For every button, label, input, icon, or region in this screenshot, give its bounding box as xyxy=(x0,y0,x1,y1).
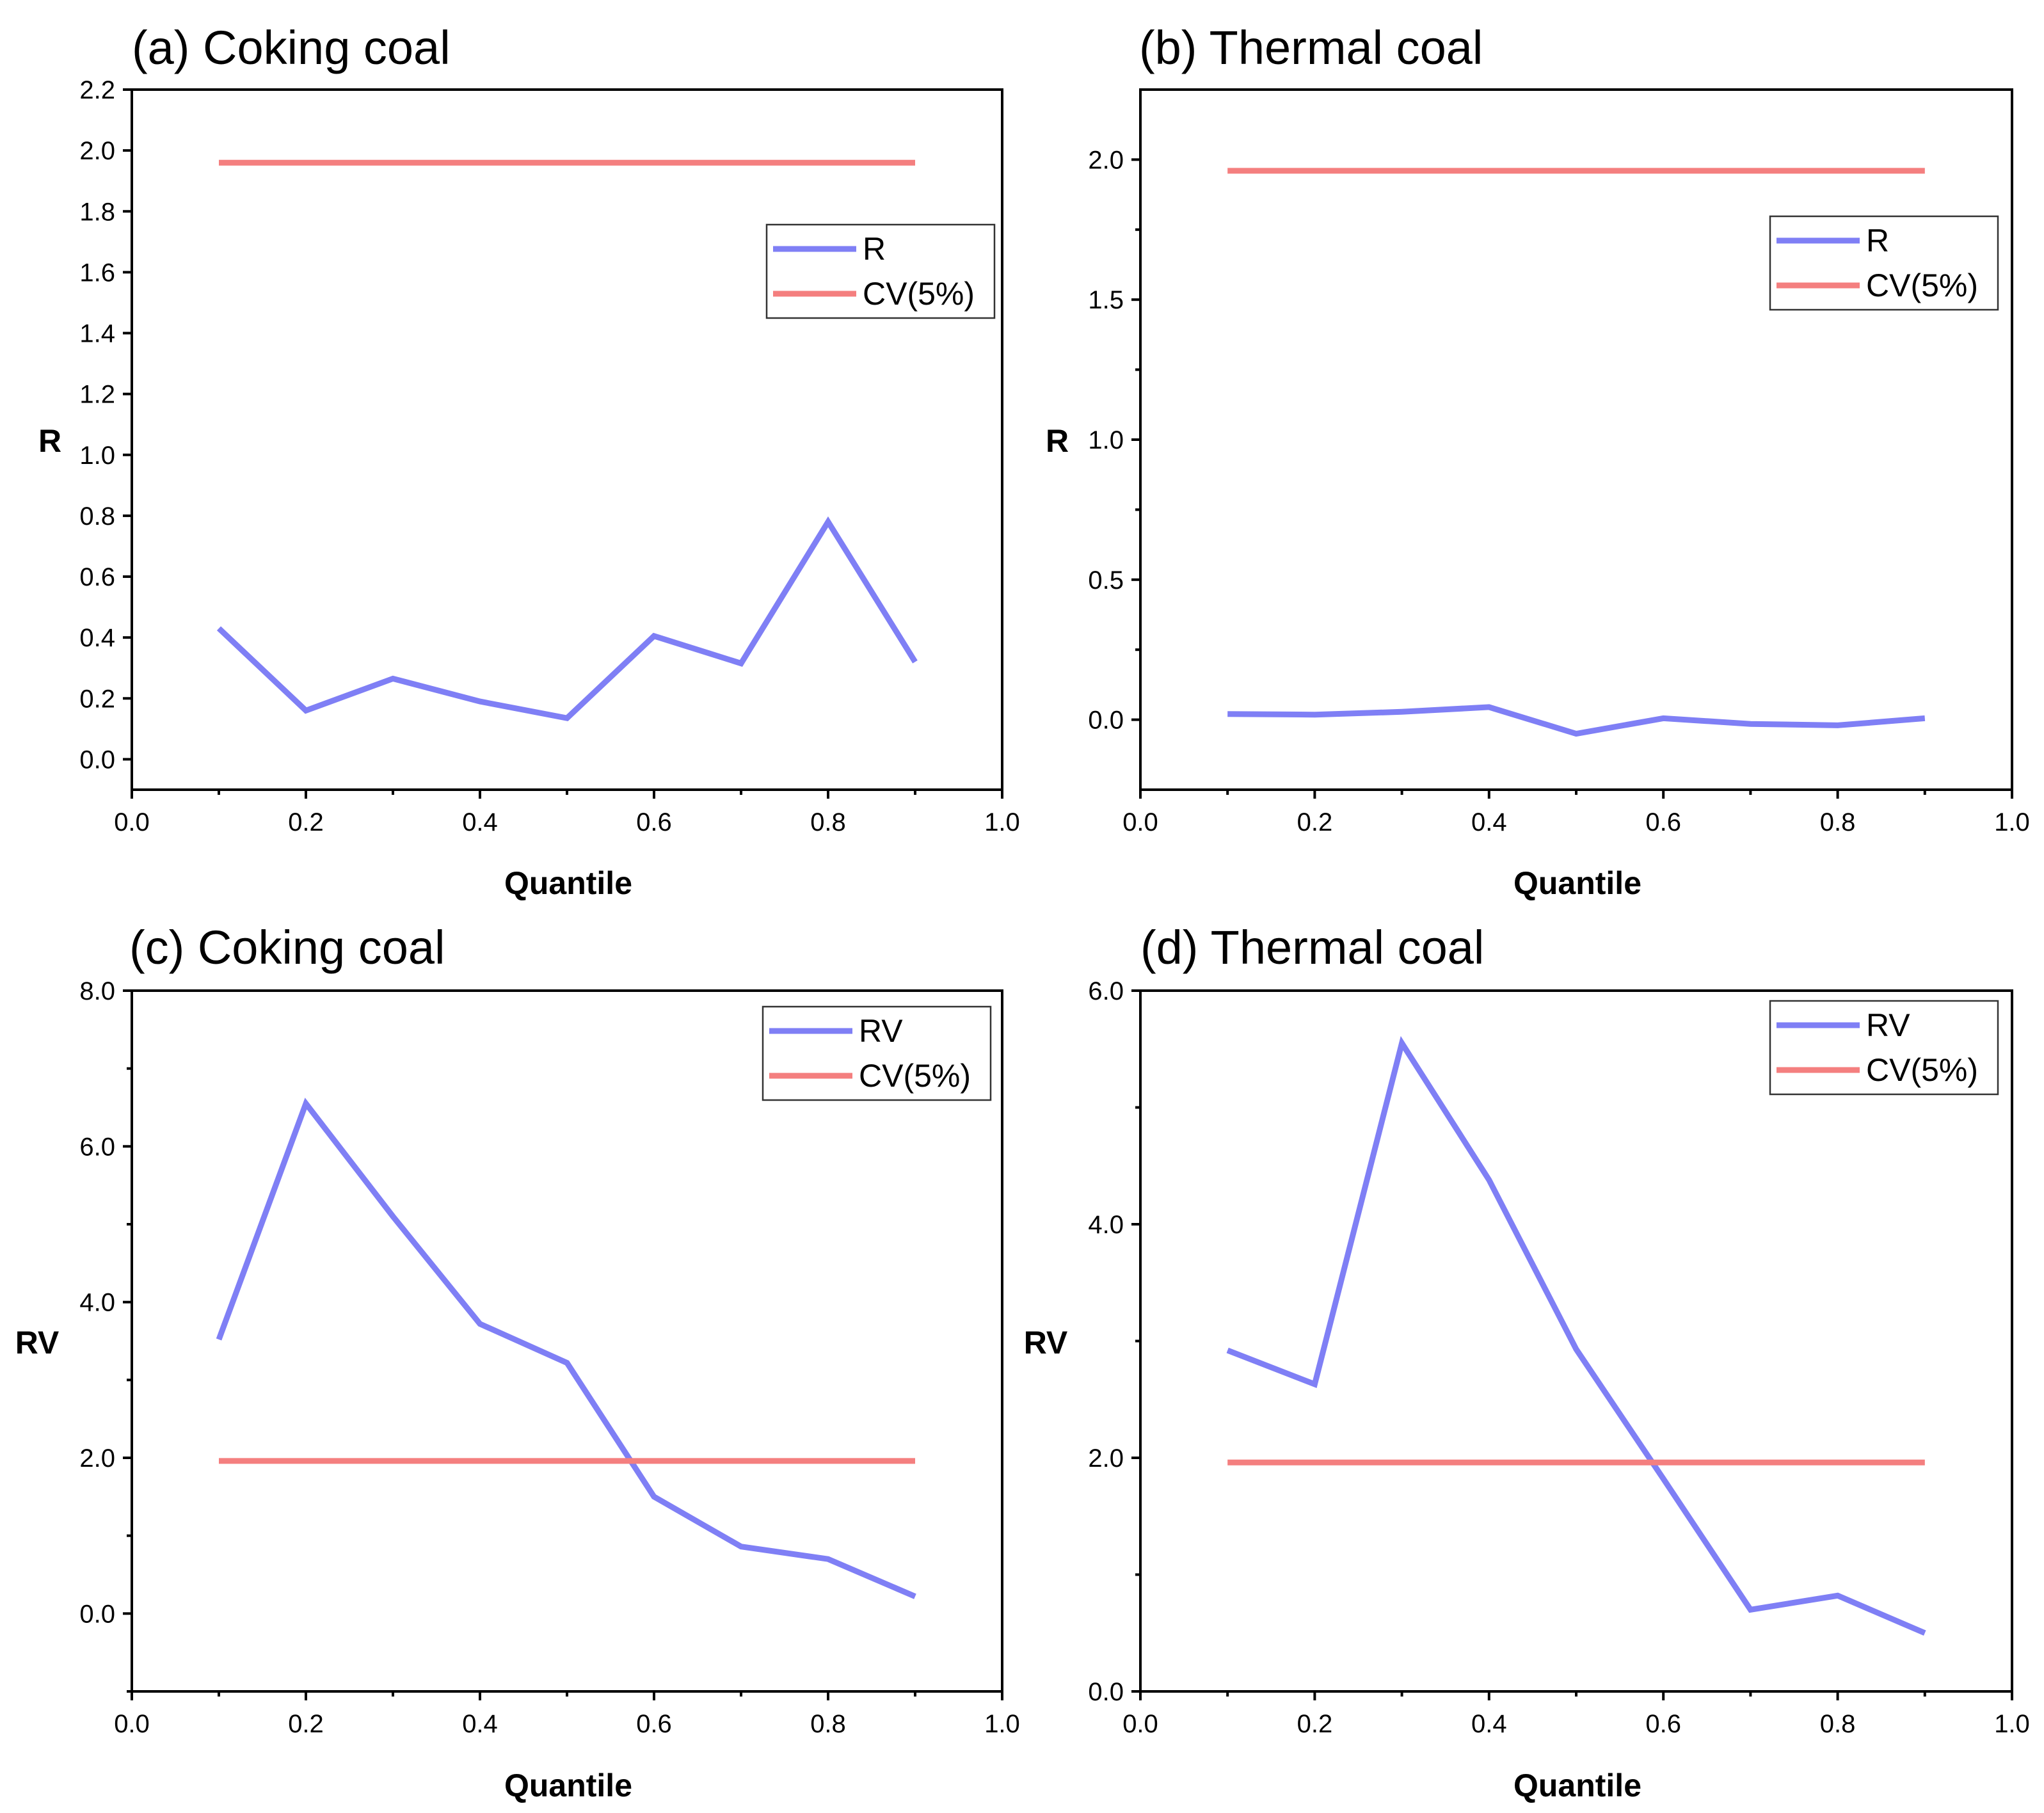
panel-b-x-tick-label: 0.4 xyxy=(1471,808,1507,836)
panel-a-y-tick-label: 2.2 xyxy=(79,76,115,104)
panel-d-x-tick-label: 0.0 xyxy=(1122,1710,1158,1738)
panel-a-y-tick-label: 0.0 xyxy=(79,746,115,774)
panel-a-x-tick-label: 0.0 xyxy=(114,808,150,836)
panel-b-x-tick-label: 0.8 xyxy=(1820,808,1856,836)
panel-d-x-tick-label: 0.4 xyxy=(1471,1710,1507,1738)
panel-d-legend-label: CV(5%) xyxy=(1866,1052,1978,1088)
panel-b-frame xyxy=(1139,88,2013,791)
panel-d-y-tick-label: 0.0 xyxy=(1088,1678,1124,1706)
panel-b-y-tick-label: 0.0 xyxy=(1088,707,1124,735)
panel-a-y-tick-label: 1.2 xyxy=(79,381,115,409)
panel-b-title: (b) Thermal coal xyxy=(1139,21,1483,74)
panel-a-x-tick-label: 0.6 xyxy=(636,808,672,836)
panel-d-legend-label: RV xyxy=(1866,1007,1910,1043)
panel-b-legend: R CV(5%) xyxy=(1769,215,1999,311)
panel-d-legend: RV CV(5%) xyxy=(1769,1000,1999,1096)
panel-c-legend-box xyxy=(762,1005,992,1101)
panel-c-y-tick-label: 0.0 xyxy=(79,1600,115,1628)
panel-b-x-tick-label: 0.6 xyxy=(1645,808,1681,836)
panel-a-y-tick-label: 2.0 xyxy=(79,137,115,165)
panel-b-x-tick-label: 1.0 xyxy=(1994,808,2030,836)
panel-d-frame xyxy=(1139,989,2013,1693)
panel-c-x-tick-label: 0.0 xyxy=(114,1710,150,1738)
panel-d-title: (d) Thermal coal xyxy=(1140,921,1484,974)
panel-b-ylabel: R xyxy=(1046,423,1069,459)
panel-b-legend-label: CV(5%) xyxy=(1866,268,1978,303)
panel-b: (b) Thermal coal Quantile R 0.0 0.2 0.4 0.6… xyxy=(1046,21,2030,901)
panel-a-y-tick-label: 1.4 xyxy=(79,320,115,348)
panel-d-x-tick-label: 0.6 xyxy=(1645,1710,1681,1738)
panel-b-y-tick-label: 2.0 xyxy=(1088,146,1124,174)
panel-c-legend-label: CV(5%) xyxy=(859,1058,971,1094)
panel-a-legend-label: CV(5%) xyxy=(863,276,975,312)
panel-a-xlabel: Quantile xyxy=(504,865,632,901)
panel-d-series-line xyxy=(1226,1035,1926,1636)
panel-b-series-line xyxy=(1227,704,1926,737)
panel-d-y-tick-label: 2.0 xyxy=(1088,1444,1124,1473)
panel-a-y-tick-label: 1.6 xyxy=(79,259,115,287)
panel-a-y-tick-label: 0.2 xyxy=(79,685,115,713)
panel-d-plot: 0.0 0.2 0.4 0.6 0.8 1.0 0.0 2.0 4.0 6.0 xyxy=(1088,977,2029,1738)
panel-c-legend-label: RV xyxy=(859,1013,903,1049)
panel-c-x-tick-label: 0.2 xyxy=(288,1710,324,1738)
panel-c-x-tick-label: 0.6 xyxy=(636,1710,672,1738)
panel-a-y-tick-label: 1.0 xyxy=(79,442,115,470)
panel-c-x-tick-label: 1.0 xyxy=(984,1710,1020,1738)
panel-a-y-tick-label: 1.8 xyxy=(79,198,115,226)
panel-b-y-tick-label: 1.5 xyxy=(1088,286,1124,314)
panel-a-y-tick-label: 0.4 xyxy=(79,624,115,652)
panel-d-x-tick-label: 1.0 xyxy=(1994,1710,2030,1738)
panel-d-y-tick-label: 6.0 xyxy=(1088,977,1124,1005)
panel-c-x-tick-label: 0.8 xyxy=(810,1710,846,1738)
panel-b-x-tick-label: 0.0 xyxy=(1122,808,1158,836)
panel-a-legend: R CV(5%) xyxy=(765,223,996,319)
panel-c-y-tick-label: 4.0 xyxy=(79,1289,115,1317)
panel-d-y-tick-label: 4.0 xyxy=(1088,1211,1124,1239)
panel-a-y-tick-label: 0.6 xyxy=(79,563,115,591)
panel-a-x-tick-label: 1.0 xyxy=(984,808,1020,836)
panel-c-y-tick-label: 2.0 xyxy=(79,1444,115,1473)
panel-b-legend-label: R xyxy=(1866,223,1889,259)
panel-d-ylabel: RV xyxy=(1024,1325,1068,1361)
panel-c-x-tick-label: 0.4 xyxy=(462,1710,498,1738)
panel-a-legend-label: R xyxy=(863,231,886,267)
panel-c-ylabel: RV xyxy=(15,1325,60,1361)
panel-c: (c) Coking coal Quantile RV 0.0 0.2 0.4 0.6… xyxy=(15,921,1020,1803)
panel-c-xlabel: Quantile xyxy=(504,1768,632,1803)
panel-a-ylabel: R xyxy=(38,423,61,459)
panel-d-x-tick-label: 0.2 xyxy=(1297,1710,1333,1738)
panel-c-title: (c) Coking coal xyxy=(129,921,445,974)
panel-a-legend-box xyxy=(765,223,996,319)
panel-a-title: (a) Coking coal xyxy=(132,21,451,74)
panel-c-y-tick-label: 8.0 xyxy=(79,977,115,1005)
panel-a-x-tick-label: 0.2 xyxy=(288,808,324,836)
panel-a-x-tick-label: 0.4 xyxy=(462,808,498,836)
panel-d-xlabel: Quantile xyxy=(1513,1768,1641,1803)
panel-b-plot: 0.0 0.2 0.4 0.6 0.8 1.0 0.0 0.5 1.0 1.5 2.0 xyxy=(1088,88,2030,836)
panel-a-x-tick-label: 0.8 xyxy=(810,808,846,836)
panel-b-y-tick-label: 1.0 xyxy=(1088,426,1124,454)
panel-b-x-tick-label: 0.2 xyxy=(1297,808,1333,836)
panel-b-y-tick-label: 0.5 xyxy=(1088,566,1124,595)
panel-b-xlabel: Quantile xyxy=(1513,865,1641,901)
panel-c-legend: RV CV(5%) xyxy=(762,1005,992,1101)
panel-c-series-line xyxy=(216,1098,916,1599)
panel-c-y-tick-label: 6.0 xyxy=(79,1133,115,1161)
panel-c-plot: 0.0 0.2 0.4 0.6 0.8 1.0 0.0 2.0 4.0 6.0 8.0 xyxy=(79,977,1019,1738)
panel-b-legend-box xyxy=(1769,215,1999,311)
panel-a-frame xyxy=(131,88,1003,791)
panel-d-x-tick-label: 0.8 xyxy=(1820,1710,1856,1738)
panel-a: (a) Coking coal Quantile R 0.0 0.2 0.4 0.6 0… xyxy=(38,21,1020,901)
panel-a-y-tick-label: 0.8 xyxy=(79,502,115,531)
panel-d: (d) Thermal coal Quantile RV 0.0 0.2 0.4 0.… xyxy=(1024,921,2030,1803)
panel-a-plot: 0.0 0.2 0.4 0.6 0.8 1.0 0.0 0.2 0.4 0.6 0.8 1.0 1.2 1… xyxy=(79,76,1019,836)
panel-d-legend-box xyxy=(1769,1000,1999,1096)
panel-a-series-line xyxy=(216,516,918,722)
